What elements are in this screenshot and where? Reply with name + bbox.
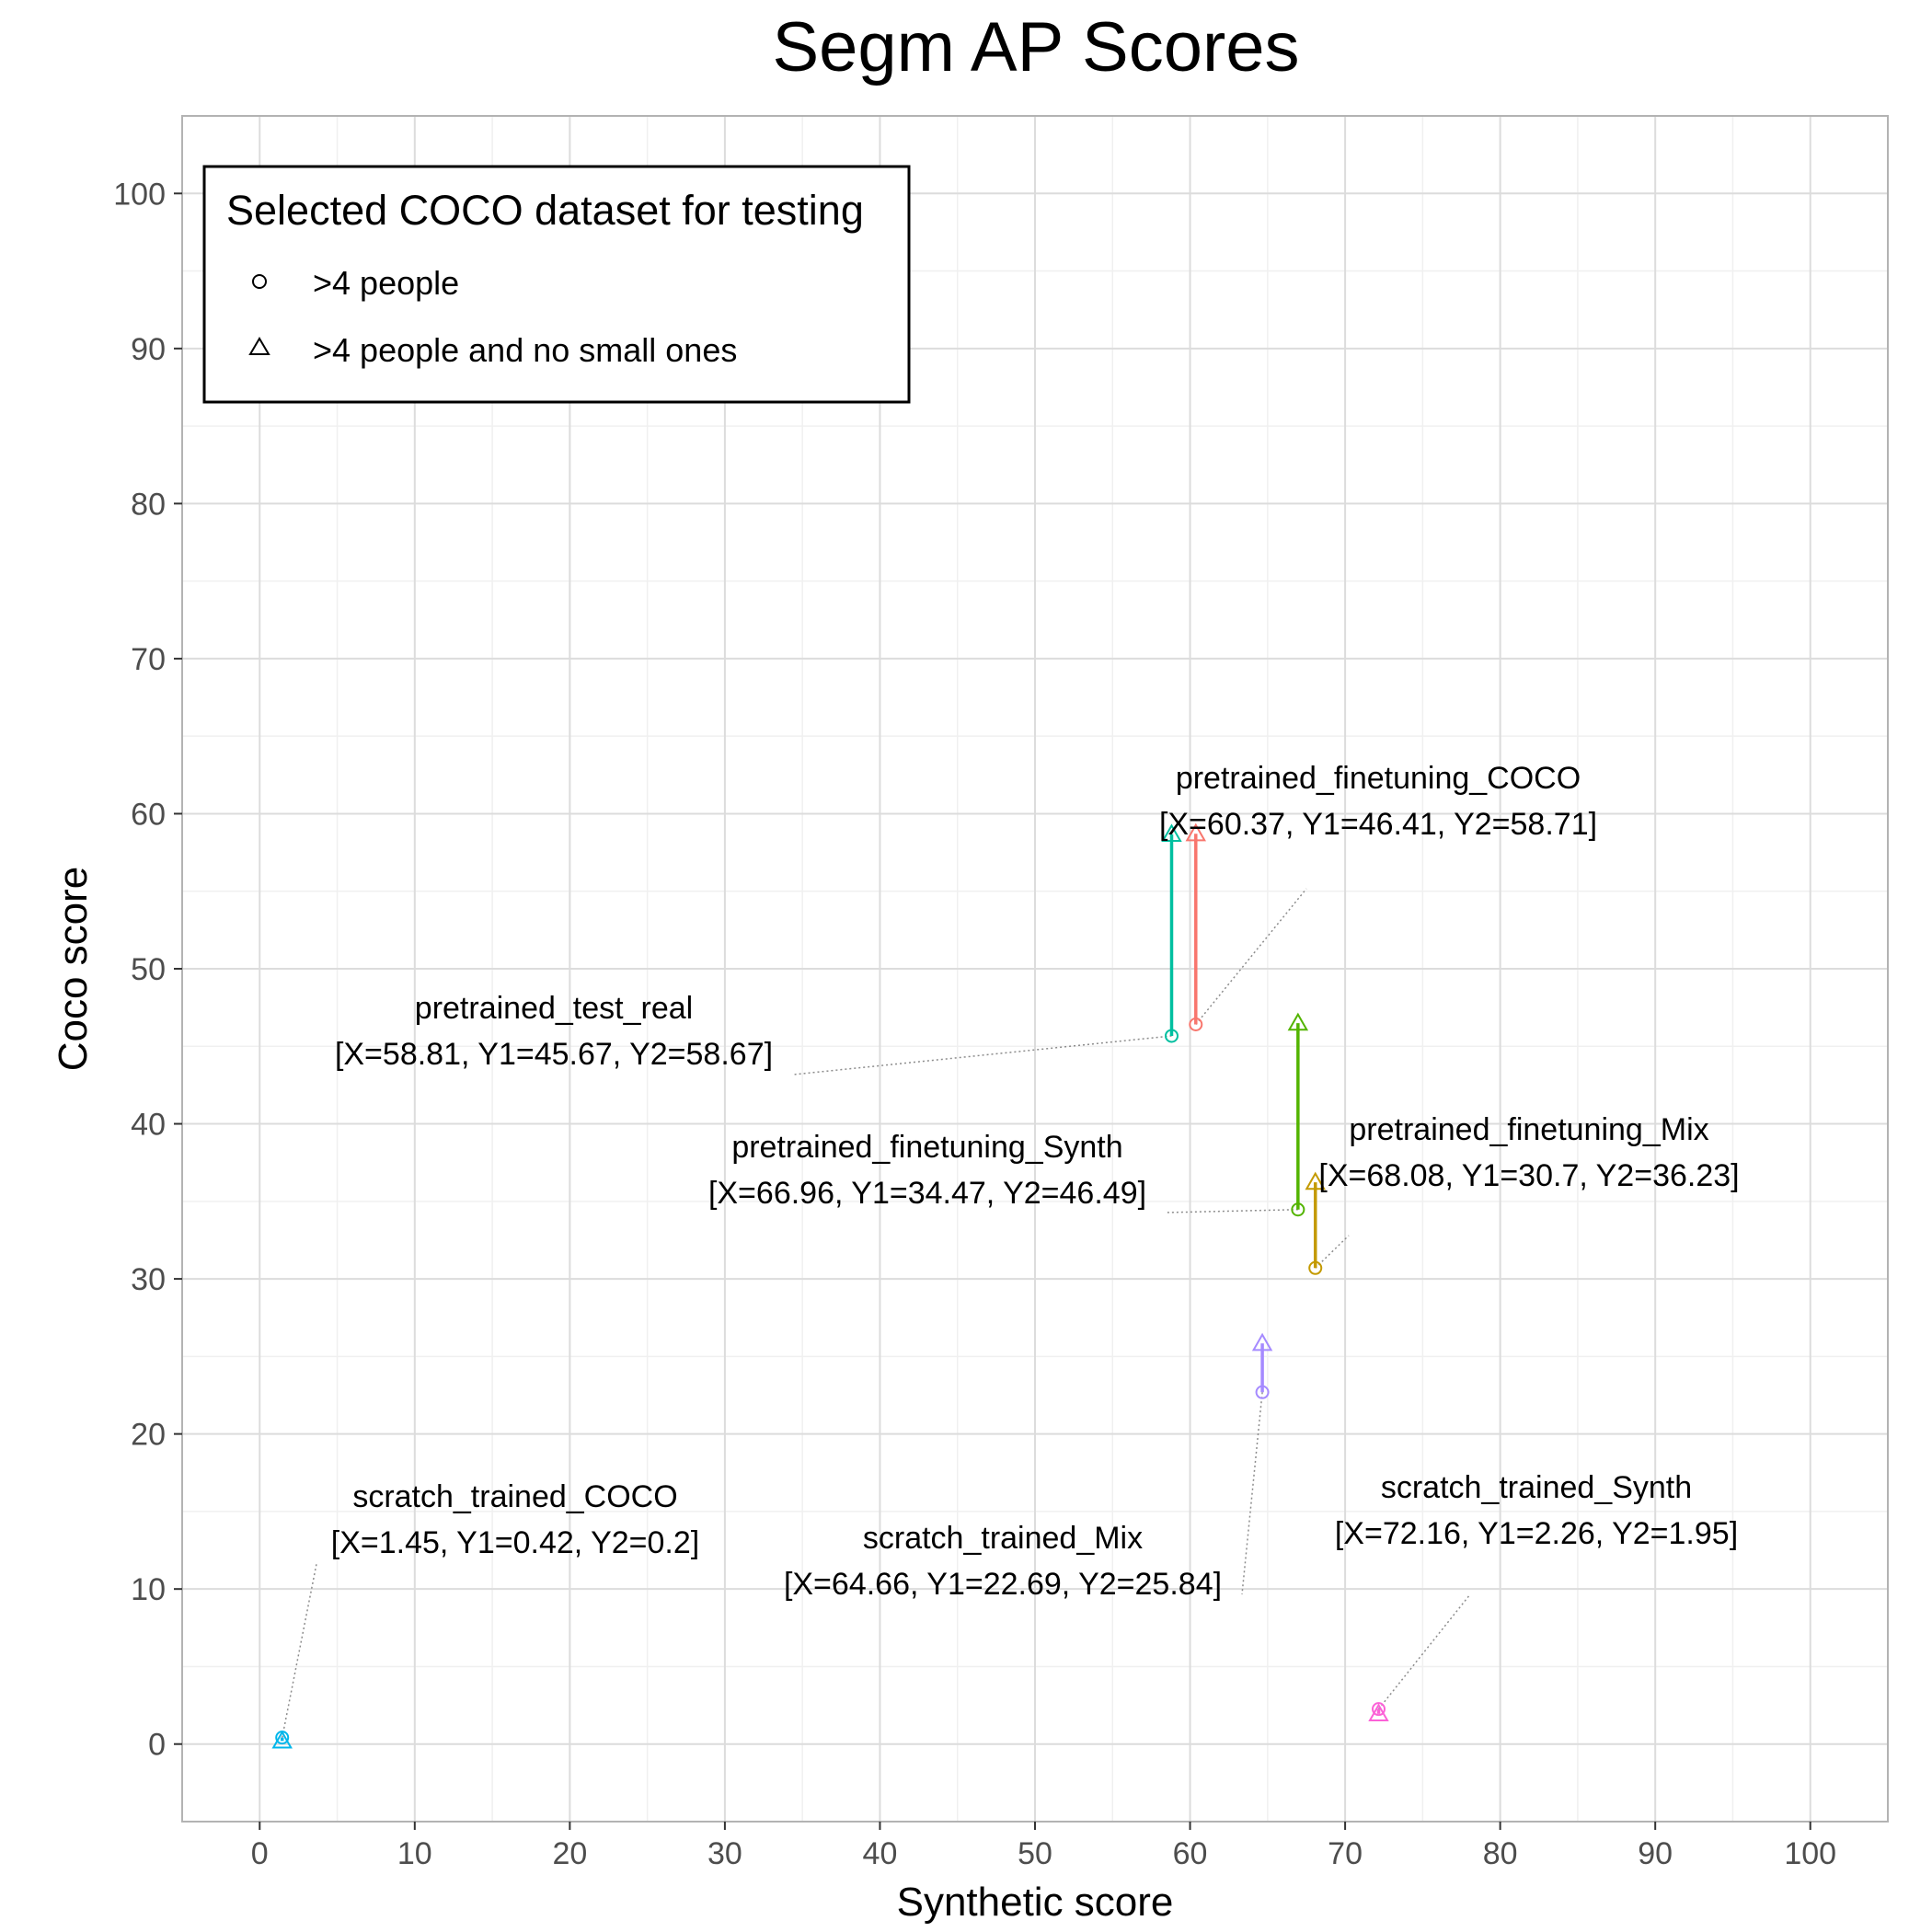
triangle-marker [1251, 1332, 1273, 1351]
x-axis-title: Synthetic score [897, 1880, 1174, 1925]
triangle-marker [1305, 1171, 1326, 1190]
x-tick-label: 0 [251, 1836, 269, 1871]
legend-box [202, 165, 911, 404]
x-tick-label: 50 [1018, 1836, 1052, 1871]
y-tick-label: 100 [113, 177, 166, 212]
annotation-values: [X=60.37, Y1=46.41, Y2=58.71] [1159, 807, 1597, 842]
annotation-leaders [281, 888, 1471, 1738]
x-tick-label: 90 [1638, 1836, 1673, 1871]
circle-marker [1308, 1260, 1323, 1275]
annotation-name: pretrained_finetuning_Synth [731, 1130, 1122, 1165]
annotation-values: [X=72.16, Y1=2.26, Y2=1.95] [1335, 1516, 1738, 1551]
legend: Selected COCO dataset for testing >4 peo… [202, 165, 911, 404]
score-markers [271, 822, 1389, 1749]
x-tick-label: 60 [1173, 1836, 1208, 1871]
y-tick-label: 70 [131, 642, 166, 677]
y-tick-label: 90 [131, 332, 166, 367]
x-tick-label: 10 [397, 1836, 432, 1871]
leader-line [1195, 888, 1307, 1025]
annotation-values: [X=66.96, Y1=34.47, Y2=46.49] [708, 1176, 1146, 1211]
point-annotations: pretrained_finetuning_COCO [X=60.37, Y1=4… [331, 761, 1740, 1602]
circle-marker [1255, 1385, 1270, 1399]
y-tick-label: 50 [131, 952, 166, 987]
x-tick-label: 80 [1483, 1836, 1518, 1871]
chart-title: Segm AP Scores [772, 8, 1300, 86]
x-tick-label: 20 [552, 1836, 587, 1871]
legend-triangle-icon [248, 337, 270, 355]
leader-line [1315, 1235, 1350, 1269]
x-tick-label: 70 [1328, 1836, 1363, 1871]
x-tick-label: 30 [707, 1836, 742, 1871]
triangle-marker [1185, 822, 1207, 842]
legend-label-circle: >4 people [313, 264, 459, 302]
legend-label-triangle: >4 people and no small ones [313, 331, 737, 369]
score-segments [280, 834, 1381, 1742]
circle-marker [1164, 1029, 1179, 1043]
axis-ticks: 0 10 20 30 40 50 60 70 80 90 100 0 10 20 30 40 50 60 70 80 9… [113, 177, 1836, 1871]
circle-marker [1189, 1018, 1203, 1032]
annotation-values: [X=58.81, Y1=45.67, Y2=58.67] [335, 1037, 773, 1072]
y-tick-label: 10 [131, 1572, 166, 1607]
annotation-name: pretrained_finetuning_COCO [1176, 761, 1581, 796]
x-tick-label: 100 [1784, 1836, 1836, 1871]
triangle-marker [1161, 823, 1182, 842]
y-tick-label: 40 [131, 1108, 166, 1143]
annotation-values: [X=64.66, Y1=22.69, Y2=25.84] [784, 1567, 1222, 1602]
y-tick-label: 80 [131, 487, 166, 522]
annotation-values: [X=68.08, Y1=30.7, Y2=36.23] [1318, 1158, 1739, 1193]
annotation-name: scratch_trained_Mix [863, 1521, 1143, 1556]
annotation-name: scratch_trained_Synth [1381, 1470, 1692, 1505]
leader-line [1241, 1392, 1263, 1595]
annotation-name: pretrained_test_real [415, 991, 693, 1026]
leader-line [1164, 1209, 1298, 1213]
leader-line [792, 1035, 1172, 1075]
y-tick-label: 60 [131, 797, 166, 832]
y-axis-title: Coco score [51, 867, 96, 1072]
circle-marker [1291, 1202, 1305, 1217]
y-tick-label: 20 [131, 1418, 166, 1453]
annotation-name: pretrained_finetuning_Mix [1349, 1112, 1708, 1147]
triangle-marker [1287, 1012, 1309, 1031]
legend-circle-icon [252, 274, 267, 289]
y-tick-label: 0 [148, 1728, 166, 1763]
y-tick-label: 30 [131, 1262, 166, 1297]
triangle-marker [271, 1730, 293, 1749]
leader-line [281, 1563, 317, 1738]
annotation-values: [X=1.45, Y1=0.42, Y2=0.2] [331, 1525, 699, 1560]
x-tick-label: 40 [863, 1836, 898, 1871]
legend-title: Selected COCO dataset for testing [226, 187, 864, 234]
triangle-marker [1368, 1703, 1389, 1721]
annotation-name: scratch_trained_COCO [352, 1479, 677, 1514]
circle-marker [1371, 1702, 1386, 1717]
leader-line [1377, 1593, 1471, 1710]
